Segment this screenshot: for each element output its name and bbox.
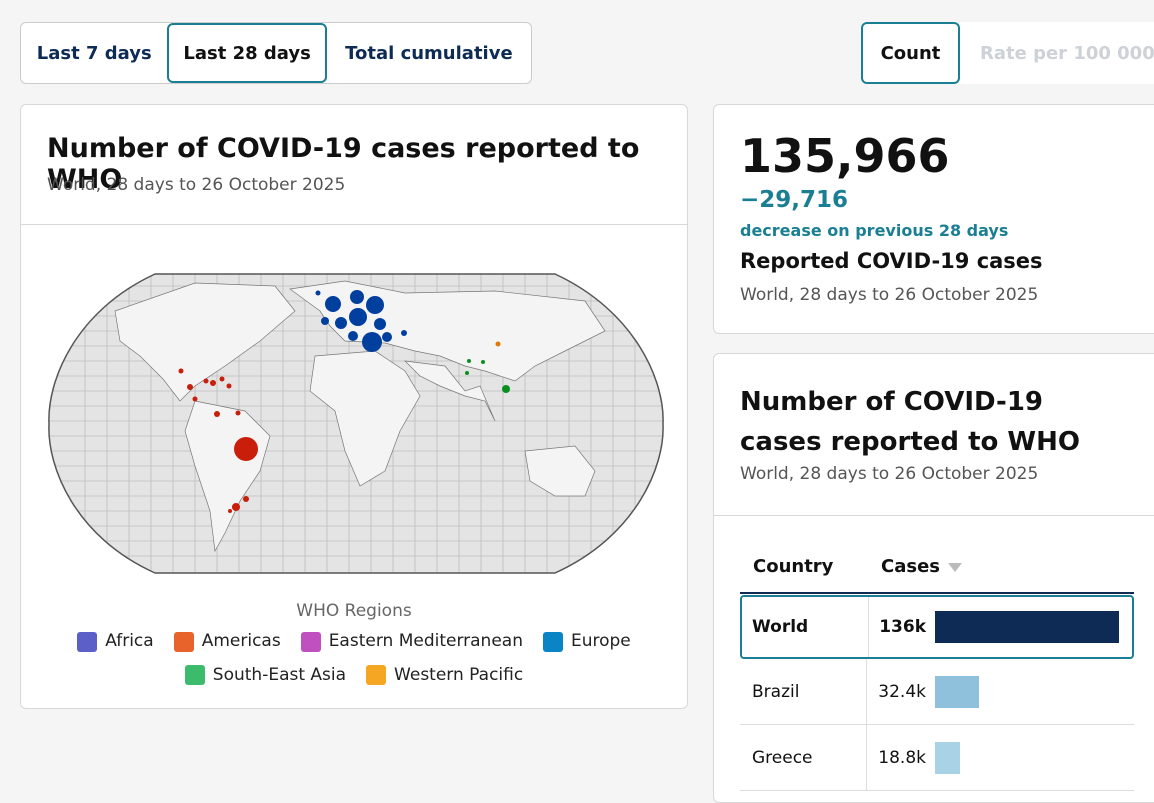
divider xyxy=(21,224,687,225)
cases-bar xyxy=(935,675,979,708)
period-tab[interactable]: Total cumulative xyxy=(345,42,513,64)
period-tabs: Last 7 days Last 28 days Total cumulative xyxy=(20,22,532,84)
column-divider xyxy=(866,725,867,790)
summary-card: 135,966 −29,716 decrease on previous 28 … xyxy=(713,104,1154,334)
map-subtitle: World, 28 days to 26 October 2025 xyxy=(47,175,346,195)
bubble xyxy=(228,509,232,513)
legend-title: WHO Regions xyxy=(296,601,412,621)
header-rule xyxy=(740,592,1134,594)
map-outline xyxy=(48,273,664,574)
bubble xyxy=(502,385,510,393)
legend-item[interactable]: Americas xyxy=(173,627,281,656)
bubble xyxy=(214,411,220,417)
period-tab[interactable]: Last 7 days xyxy=(36,42,152,64)
world-map xyxy=(48,273,664,574)
bubble xyxy=(315,290,321,296)
cases-bar xyxy=(935,611,1119,643)
total-value: 135,966 xyxy=(740,129,950,183)
summary-label: Reported COVID-19 cases xyxy=(740,249,1043,273)
bubble xyxy=(350,290,364,304)
table-subtitle: World, 28 days to 26 October 2025 xyxy=(740,464,1039,484)
bubble xyxy=(481,360,485,364)
land xyxy=(114,280,606,553)
cases-cell: 18.8k xyxy=(878,747,926,768)
bubble xyxy=(374,318,386,330)
legend-label: Western Pacific xyxy=(394,664,524,685)
period-tab[interactable]: Last 28 days xyxy=(167,23,327,83)
bubble xyxy=(495,341,501,347)
bubble xyxy=(321,317,329,325)
bubble xyxy=(325,296,341,312)
country-cell: Brazil xyxy=(752,681,800,702)
legend-swatch xyxy=(184,665,205,685)
sort-icon[interactable] xyxy=(948,563,962,573)
table-row[interactable]: Brazil 32.4k xyxy=(740,659,1134,725)
summary-subtitle: World, 28 days to 26 October 2025 xyxy=(740,285,1039,305)
legend-label: South-East Asia xyxy=(212,664,347,685)
legend-item[interactable]: Europe xyxy=(542,627,631,656)
change-note: decrease on previous 28 days xyxy=(740,221,1009,240)
legend-swatch xyxy=(77,631,98,652)
legend-swatch xyxy=(366,665,387,685)
map-title: Number of COVID-19 cases reported to WHO xyxy=(47,133,640,195)
americas-bubbles xyxy=(178,368,258,513)
legend-swatch xyxy=(300,631,321,652)
bubble xyxy=(203,378,209,384)
bubble xyxy=(219,376,225,382)
table-title: Number of COVID-19 cases reported to WHO xyxy=(740,387,1080,457)
bubble xyxy=(467,359,471,363)
bubble xyxy=(232,503,240,511)
legend-item[interactable]: Eastern Mediterranean xyxy=(300,627,523,656)
legend-label: Europe xyxy=(570,631,631,651)
legend-swatch xyxy=(542,631,563,652)
sea-bubbles xyxy=(465,359,510,393)
europe-bubbles xyxy=(315,290,407,352)
legend-swatch xyxy=(173,631,194,652)
column-header[interactable]: Country xyxy=(753,556,834,577)
bubble xyxy=(187,384,193,390)
legend-item[interactable]: Africa xyxy=(77,627,154,656)
column-header[interactable]: Cases xyxy=(881,556,940,577)
country-cell: World xyxy=(752,617,809,637)
cases-cell: 136k xyxy=(879,617,926,637)
table-row[interactable]: World 136k xyxy=(740,595,1134,659)
metric-tabs: Count Rate per 100 000 xyxy=(861,22,1154,84)
bubble xyxy=(178,368,184,374)
bubble xyxy=(226,383,232,389)
bubble xyxy=(382,332,392,342)
bubble xyxy=(348,331,358,341)
bubble xyxy=(465,371,469,375)
column-divider xyxy=(868,597,869,657)
table-body: World 136k Brazil 32.4k Greece 18.8k xyxy=(740,595,1134,791)
legend-label: Eastern Mediterranean xyxy=(328,631,523,651)
cases-cell: 32.4k xyxy=(878,681,926,702)
bubble xyxy=(401,330,407,336)
legend-label: Africa xyxy=(105,631,154,651)
bubble xyxy=(349,308,367,326)
legend-item[interactable]: Western Pacific xyxy=(366,661,523,690)
legend: Africa Americas Eastern Mediterranean Europ… xyxy=(61,627,647,694)
bubble xyxy=(243,496,249,502)
change-value: −29,716 xyxy=(740,187,849,213)
metric-tab[interactable]: Rate per 100 000 xyxy=(980,42,1154,64)
bubble xyxy=(235,410,241,416)
divider xyxy=(714,515,1154,516)
bubble xyxy=(210,380,216,386)
legend-item[interactable]: South-East Asia xyxy=(184,661,347,690)
metric-tab[interactable]: Count xyxy=(861,22,960,84)
legend-label: Americas xyxy=(201,631,281,651)
bubble xyxy=(335,317,347,329)
map-card: Number of COVID-19 cases reported to WHO… xyxy=(20,104,688,709)
column-divider xyxy=(866,659,867,724)
bubble xyxy=(362,332,382,352)
cases-bar xyxy=(935,741,961,774)
page: {"tabs":{"period":["Last 7 days","Last 2… xyxy=(20,22,1154,803)
bubble xyxy=(234,437,258,461)
bubble xyxy=(192,396,198,402)
table-card: Number of COVID-19 cases reported to WHO… xyxy=(713,353,1154,803)
country-cell: Greece xyxy=(752,747,813,768)
bubble xyxy=(366,296,384,314)
table-row[interactable]: Greece 18.8k xyxy=(740,725,1134,791)
